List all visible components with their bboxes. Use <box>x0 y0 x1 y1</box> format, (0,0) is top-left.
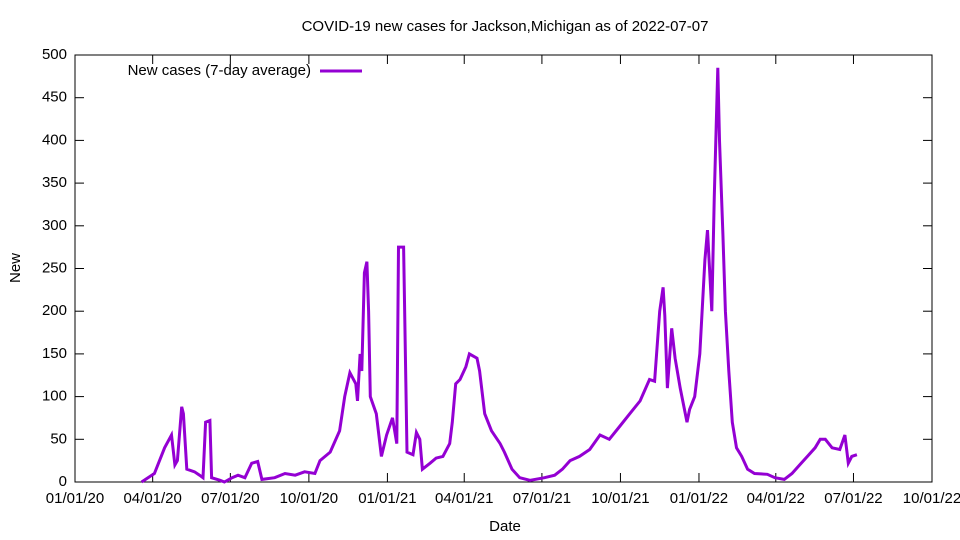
y-tick-label: 500 <box>42 46 67 63</box>
x-tick-label: 07/01/21 <box>513 490 571 507</box>
x-tick-label: 01/01/22 <box>670 490 728 507</box>
x-tick-label: 10/01/20 <box>280 490 338 507</box>
x-tick-label: 04/01/20 <box>123 490 181 507</box>
chart-title: COVID-19 new cases for Jackson,Michigan … <box>302 18 709 35</box>
data-line <box>140 67 858 484</box>
x-tick-label: 04/01/22 <box>747 490 805 507</box>
y-tick-label: 200 <box>42 302 67 319</box>
x-axis-label: Date <box>489 518 521 535</box>
y-tick-label: 250 <box>42 259 67 276</box>
y-axis-label: New <box>7 253 24 283</box>
x-tick-label: 01/01/21 <box>358 490 416 507</box>
x-tick-label: 01/01/20 <box>46 490 104 507</box>
y-tick-label: 450 <box>42 89 67 106</box>
x-tick-label: 10/01/21 <box>591 490 649 507</box>
x-tick-label: 07/01/20 <box>201 490 259 507</box>
x-tick-label: 07/01/22 <box>824 490 882 507</box>
y-tick-label: 0 <box>59 473 67 490</box>
y-tick-label: 150 <box>42 345 67 362</box>
plot-frame <box>74 54 933 483</box>
y-tick-label: 400 <box>42 131 67 148</box>
y-tick-label: 100 <box>42 388 67 405</box>
y-tick-label: 350 <box>42 174 67 191</box>
legend-label: New cases (7-day average) <box>128 62 311 79</box>
y-tick-label: 50 <box>50 430 67 447</box>
x-tick-label: 10/01/22 <box>903 490 960 507</box>
x-tick-label: 04/01/21 <box>435 490 493 507</box>
y-tick-label: 300 <box>42 217 67 234</box>
